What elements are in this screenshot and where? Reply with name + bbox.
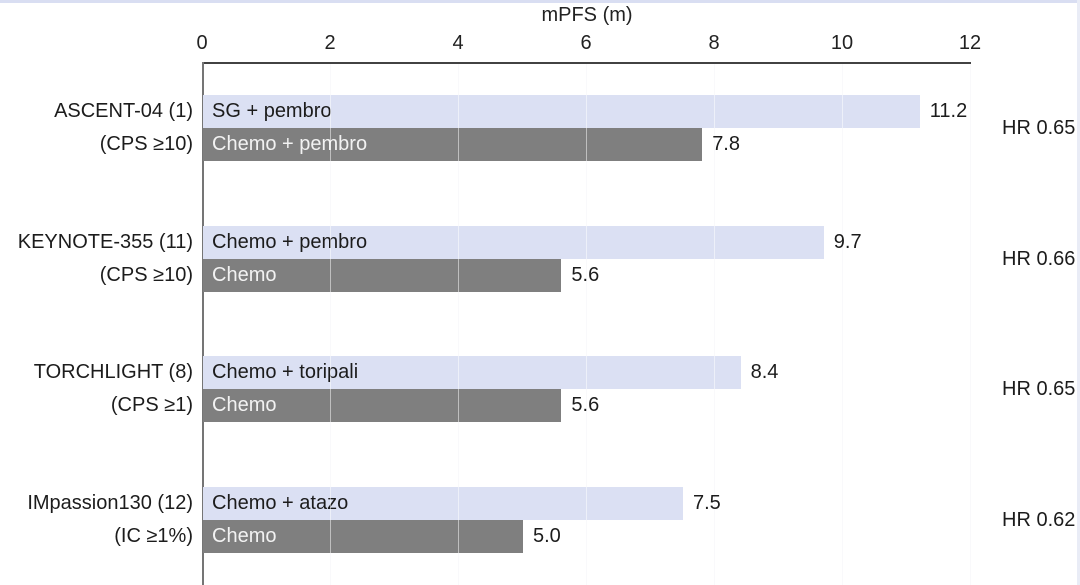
bar-value-label: 8.4 bbox=[750, 361, 779, 383]
gridline bbox=[970, 64, 971, 585]
trial-label: KEYNOTE-355 (11) (CPS ≥10) bbox=[0, 226, 193, 292]
gridline bbox=[458, 64, 459, 585]
experimental-arm-bar: Chemo + atazo bbox=[203, 487, 683, 520]
bar-value-label: 9.7 bbox=[833, 231, 862, 253]
bar-arm-label: Chemo bbox=[212, 394, 277, 416]
x-tick-label: 12 bbox=[958, 32, 982, 54]
bar-value-label: 11.2 bbox=[929, 100, 968, 122]
bar-value-label: 5.0 bbox=[533, 525, 561, 547]
bar-value-label: 7.5 bbox=[693, 492, 721, 514]
right-edge-strip bbox=[1077, 0, 1080, 585]
control-arm-bar: Chemo bbox=[203, 389, 562, 422]
x-axis-line bbox=[202, 62, 971, 64]
experimental-arm-bar: Chemo + toripali bbox=[203, 356, 741, 389]
experimental-arm-bar: SG + pembro bbox=[203, 95, 920, 128]
x-tick-label: 4 bbox=[452, 32, 464, 54]
x-tick-label: 8 bbox=[708, 32, 720, 54]
bar-value-label: 5.6 bbox=[571, 394, 600, 416]
x-tick-label: 2 bbox=[324, 32, 336, 54]
trial-label: IMpassion130 (12) (IC ≥1%) bbox=[0, 487, 193, 553]
hazard-ratio-label: HR 0.66 bbox=[1002, 248, 1076, 270]
control-arm-bar: Chemo + pembro bbox=[203, 128, 703, 161]
trial-name: IMpassion130 (12) bbox=[27, 492, 193, 514]
bar-arm-label: Chemo bbox=[212, 264, 277, 286]
trial-name: ASCENT-04 (1) bbox=[54, 100, 193, 122]
hazard-ratio-label: HR 0.62 bbox=[1002, 509, 1076, 531]
trial-subgroup: (CPS ≥1) bbox=[110, 394, 193, 416]
gridline bbox=[586, 64, 587, 585]
x-tick-label: 0 bbox=[196, 32, 208, 54]
bar-arm-label: Chemo + atazo bbox=[212, 492, 349, 514]
trial-label: ASCENT-04 (1) (CPS ≥10) bbox=[0, 95, 193, 161]
y-axis-line bbox=[202, 62, 204, 585]
trial-name: TORCHLIGHT (8) bbox=[33, 361, 193, 383]
gridline bbox=[842, 64, 843, 585]
x-tick-label: 6 bbox=[580, 32, 592, 54]
bar-arm-label: Chemo + toripali bbox=[212, 361, 359, 383]
experimental-arm-bar: Chemo + pembro bbox=[203, 226, 824, 259]
hazard-ratio-label: HR 0.65 bbox=[1002, 378, 1076, 400]
control-arm-bar: Chemo bbox=[203, 259, 562, 292]
x-tick-label: 10 bbox=[830, 32, 854, 54]
trial-subgroup: (IC ≥1%) bbox=[114, 525, 193, 547]
chart-title: mPFS (m) bbox=[541, 4, 633, 26]
trial-subgroup: (CPS ≥10) bbox=[99, 133, 193, 155]
bar-value-label: 5.6 bbox=[571, 264, 600, 286]
hazard-ratio-label: HR 0.65 bbox=[1002, 117, 1076, 139]
top-edge-strip bbox=[0, 0, 1080, 3]
bar-arm-label: Chemo + pembro bbox=[212, 231, 368, 253]
bar-value-label: 7.8 bbox=[712, 133, 740, 155]
gridline bbox=[714, 64, 715, 585]
control-arm-bar: Chemo bbox=[203, 520, 523, 553]
bar-arm-label: Chemo + pembro bbox=[212, 133, 368, 155]
trial-subgroup: (CPS ≥10) bbox=[99, 264, 193, 286]
trial-name: KEYNOTE-355 (11) bbox=[17, 231, 193, 253]
bar-arm-label: Chemo bbox=[212, 525, 277, 547]
gridline bbox=[330, 64, 331, 585]
bar-arm-label: SG + pembro bbox=[212, 100, 332, 122]
trial-label: TORCHLIGHT (8) (CPS ≥1) bbox=[0, 356, 193, 422]
